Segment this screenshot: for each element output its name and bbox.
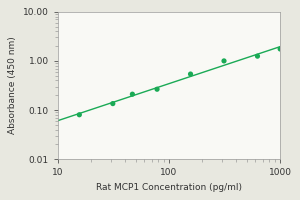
Y-axis label: Absorbance (450 nm): Absorbance (450 nm): [8, 37, 17, 134]
Point: [188, 72, 193, 76]
Point: [255, 55, 260, 58]
Point: [110, 102, 115, 105]
Point: [278, 47, 283, 51]
X-axis label: Rat MCP1 Concentration (pg/ml): Rat MCP1 Concentration (pg/ml): [96, 183, 242, 192]
Point: [222, 59, 226, 63]
Point: [155, 88, 160, 91]
Point: [130, 93, 135, 96]
Point: [77, 113, 82, 116]
